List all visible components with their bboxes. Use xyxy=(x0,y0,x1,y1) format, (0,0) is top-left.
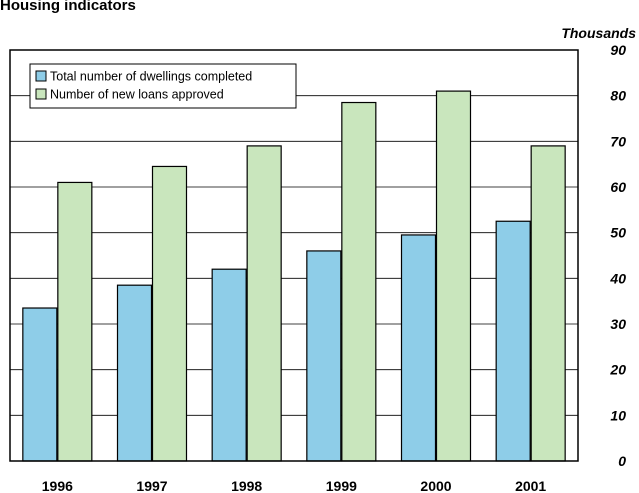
bar-dwellings-1996 xyxy=(22,307,58,462)
x-tick-label: 1997 xyxy=(136,478,167,493)
x-tick-label: 1996 xyxy=(42,478,73,493)
unit-label: Thousands xyxy=(561,25,636,41)
y-tick-label: 90 xyxy=(610,42,626,58)
plot-frame xyxy=(9,49,579,462)
y-tick-label: 80 xyxy=(610,88,626,104)
y-axis-ticks: 0 10 20 30 40 50 60 70 80 90 xyxy=(609,42,626,469)
bar-loans-2000 xyxy=(435,90,472,462)
y-tick-label: 20 xyxy=(609,362,626,378)
bar-dwellings-1998 xyxy=(211,268,247,462)
y-tick-label: 0 xyxy=(618,453,626,469)
bar-dwellings-1999 xyxy=(306,250,342,462)
bar-dwellings-2000 xyxy=(400,234,437,462)
legend: Total number of dwellings completed Numb… xyxy=(29,63,297,109)
legend-label-dwellings: Total number of dwellings completed xyxy=(50,70,252,84)
legend-swatch-dwellings xyxy=(35,70,47,82)
bar-loans-2001 xyxy=(530,145,566,462)
x-tick-label: 2001 xyxy=(515,478,546,493)
x-tick-label: 1998 xyxy=(231,478,262,493)
bar-dwellings-1997 xyxy=(116,284,153,462)
bar-loans-1998 xyxy=(246,145,282,462)
legend-label-loans: Number of new loans approved xyxy=(50,88,224,102)
y-tick-label: 50 xyxy=(610,225,626,241)
y-tick-label: 10 xyxy=(610,407,626,423)
bars xyxy=(22,90,566,462)
x-tick-label: 1999 xyxy=(326,478,357,493)
bar-loans-1997 xyxy=(151,165,188,462)
x-axis-ticks: 1996 1997 1998 1999 2000 2001 xyxy=(42,478,547,493)
bar-loans-1996 xyxy=(57,181,93,462)
y-tick-label: 40 xyxy=(609,270,626,286)
gridlines xyxy=(10,95,578,416)
y-tick-label: 60 xyxy=(610,179,626,195)
legend-box xyxy=(29,63,297,109)
x-tick-label: 2000 xyxy=(420,478,451,493)
legend-swatch-loans xyxy=(35,88,47,100)
bar-loans-1999 xyxy=(341,101,377,462)
bar-dwellings-2001 xyxy=(495,220,531,462)
y-tick-label: 70 xyxy=(610,133,626,149)
y-tick-label: 30 xyxy=(610,316,626,332)
chart-title: Housing indicators xyxy=(0,0,136,14)
